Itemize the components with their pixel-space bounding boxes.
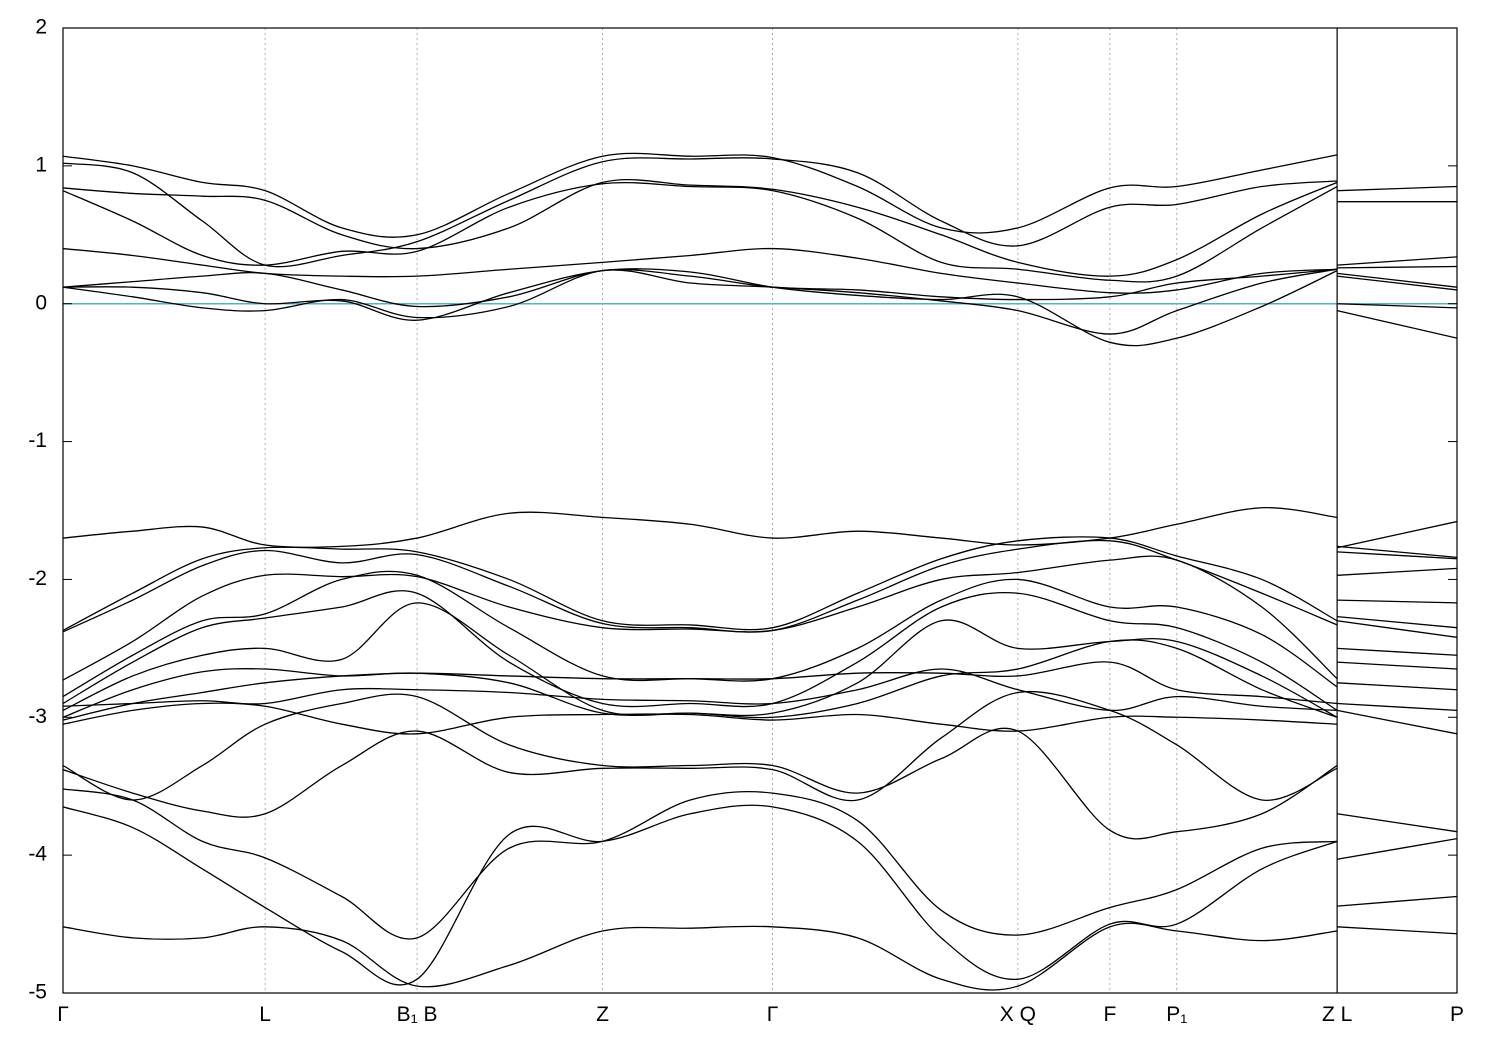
band-line bbox=[63, 268, 1457, 347]
band-line bbox=[63, 555, 1457, 681]
band-line bbox=[63, 539, 1457, 633]
band-line bbox=[63, 602, 1457, 718]
band-line bbox=[63, 178, 1457, 277]
band-line bbox=[63, 507, 1457, 549]
y-tick-label: 2 bbox=[35, 16, 47, 39]
y-tick-label: 0 bbox=[35, 291, 47, 314]
band-line bbox=[63, 639, 1457, 719]
x-tick-label: Z L bbox=[1322, 1003, 1352, 1026]
x-tick-label: P₁ bbox=[1166, 1003, 1187, 1026]
band-line bbox=[63, 690, 1457, 833]
band-line bbox=[63, 536, 1457, 632]
labels: -5 -4 -3 -2 -1 0 1 2 Γ L B₁ B Z Γ X Q F P₁ Z L P bbox=[28, 16, 1464, 1026]
y-tick-label: -5 bbox=[28, 981, 47, 1004]
band-line bbox=[63, 268, 1457, 339]
x-tick-label: B₁ B bbox=[397, 1003, 438, 1026]
x-tick-label: Z bbox=[596, 1003, 609, 1026]
y-tick-label: -4 bbox=[28, 843, 47, 866]
band-line bbox=[63, 693, 1457, 840]
y-tick-label: -2 bbox=[28, 567, 47, 590]
x-tick-label: L bbox=[259, 1003, 271, 1026]
band-line bbox=[63, 590, 1457, 711]
x-tick-label: Γ bbox=[57, 1003, 69, 1026]
band-line bbox=[63, 181, 1457, 283]
band-line bbox=[63, 661, 1457, 721]
y-tick-label: -1 bbox=[28, 429, 47, 452]
x-tick-label: F bbox=[1103, 1003, 1116, 1026]
bands bbox=[63, 152, 1457, 991]
band-line bbox=[63, 788, 1457, 940]
x-tick-label: P bbox=[1450, 1003, 1464, 1026]
x-tick-label: X Q bbox=[1000, 1003, 1036, 1026]
band-line bbox=[63, 152, 1457, 238]
band-line bbox=[63, 922, 1457, 991]
band-line bbox=[63, 157, 1457, 268]
plot-frame bbox=[62, 27, 1458, 994]
band-line bbox=[63, 702, 1457, 735]
band-line bbox=[63, 804, 1457, 986]
band-line bbox=[63, 668, 1457, 712]
x-tick-label: Γ bbox=[767, 1003, 779, 1026]
y-tick-label: 1 bbox=[35, 153, 47, 176]
band-line bbox=[63, 570, 1457, 698]
y-tick-label: -3 bbox=[28, 705, 47, 728]
band-line bbox=[63, 268, 1457, 308]
